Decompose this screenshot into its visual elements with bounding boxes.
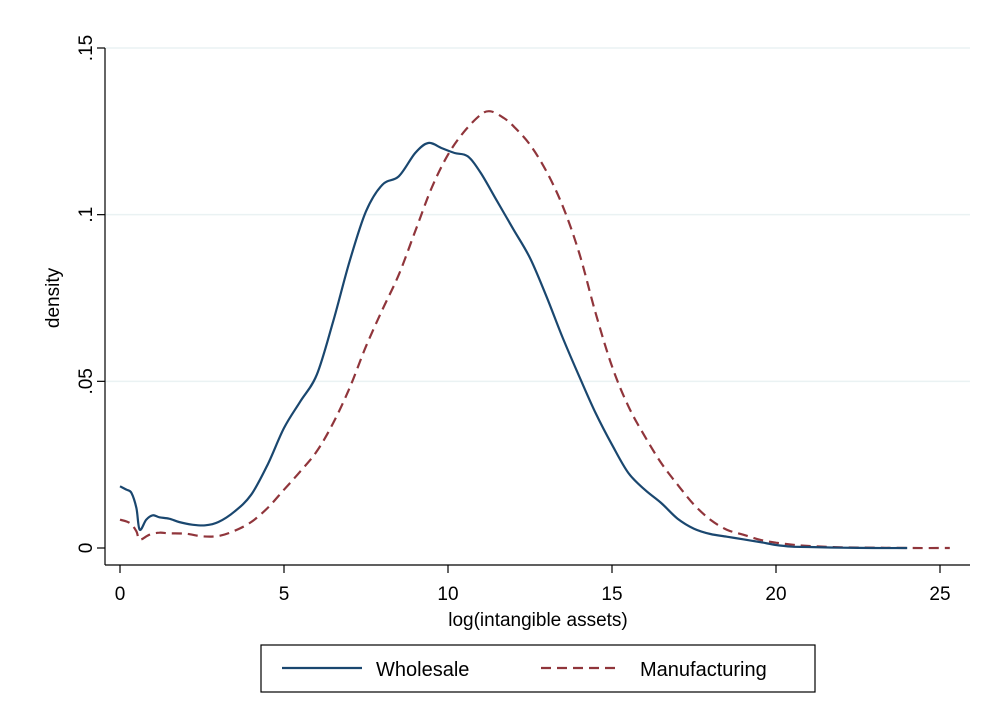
y-tick-label: .1 bbox=[76, 207, 97, 223]
legend-label-manufacturing: Manufacturing bbox=[640, 659, 767, 681]
x-tick-label: 10 bbox=[437, 584, 458, 605]
axes bbox=[97, 47, 970, 573]
x-tick-label: 20 bbox=[765, 584, 786, 605]
grid-lines bbox=[105, 47, 970, 383]
y-axis-label: density bbox=[43, 267, 64, 328]
series-line-wholesale bbox=[119, 141, 908, 550]
y-tick-label: .05 bbox=[76, 368, 97, 394]
x-tick-label: 25 bbox=[929, 584, 950, 605]
tick-labels: 0 .05 .1 .15 0 5 10 15 20 25 bbox=[76, 35, 951, 605]
y-tick-label: .15 bbox=[76, 35, 97, 61]
x-tick-label: 0 bbox=[115, 584, 126, 605]
series-line-manufacturing bbox=[119, 110, 950, 550]
legend-label-wholesale: Wholesale bbox=[376, 659, 469, 681]
legend: Wholesale Manufacturing bbox=[260, 644, 816, 693]
series-lines bbox=[119, 110, 950, 550]
x-axis-label: log(intangible assets) bbox=[448, 610, 628, 631]
x-tick-label: 15 bbox=[601, 584, 622, 605]
y-tick-label: 0 bbox=[76, 543, 97, 554]
x-tick-label: 5 bbox=[279, 584, 290, 605]
